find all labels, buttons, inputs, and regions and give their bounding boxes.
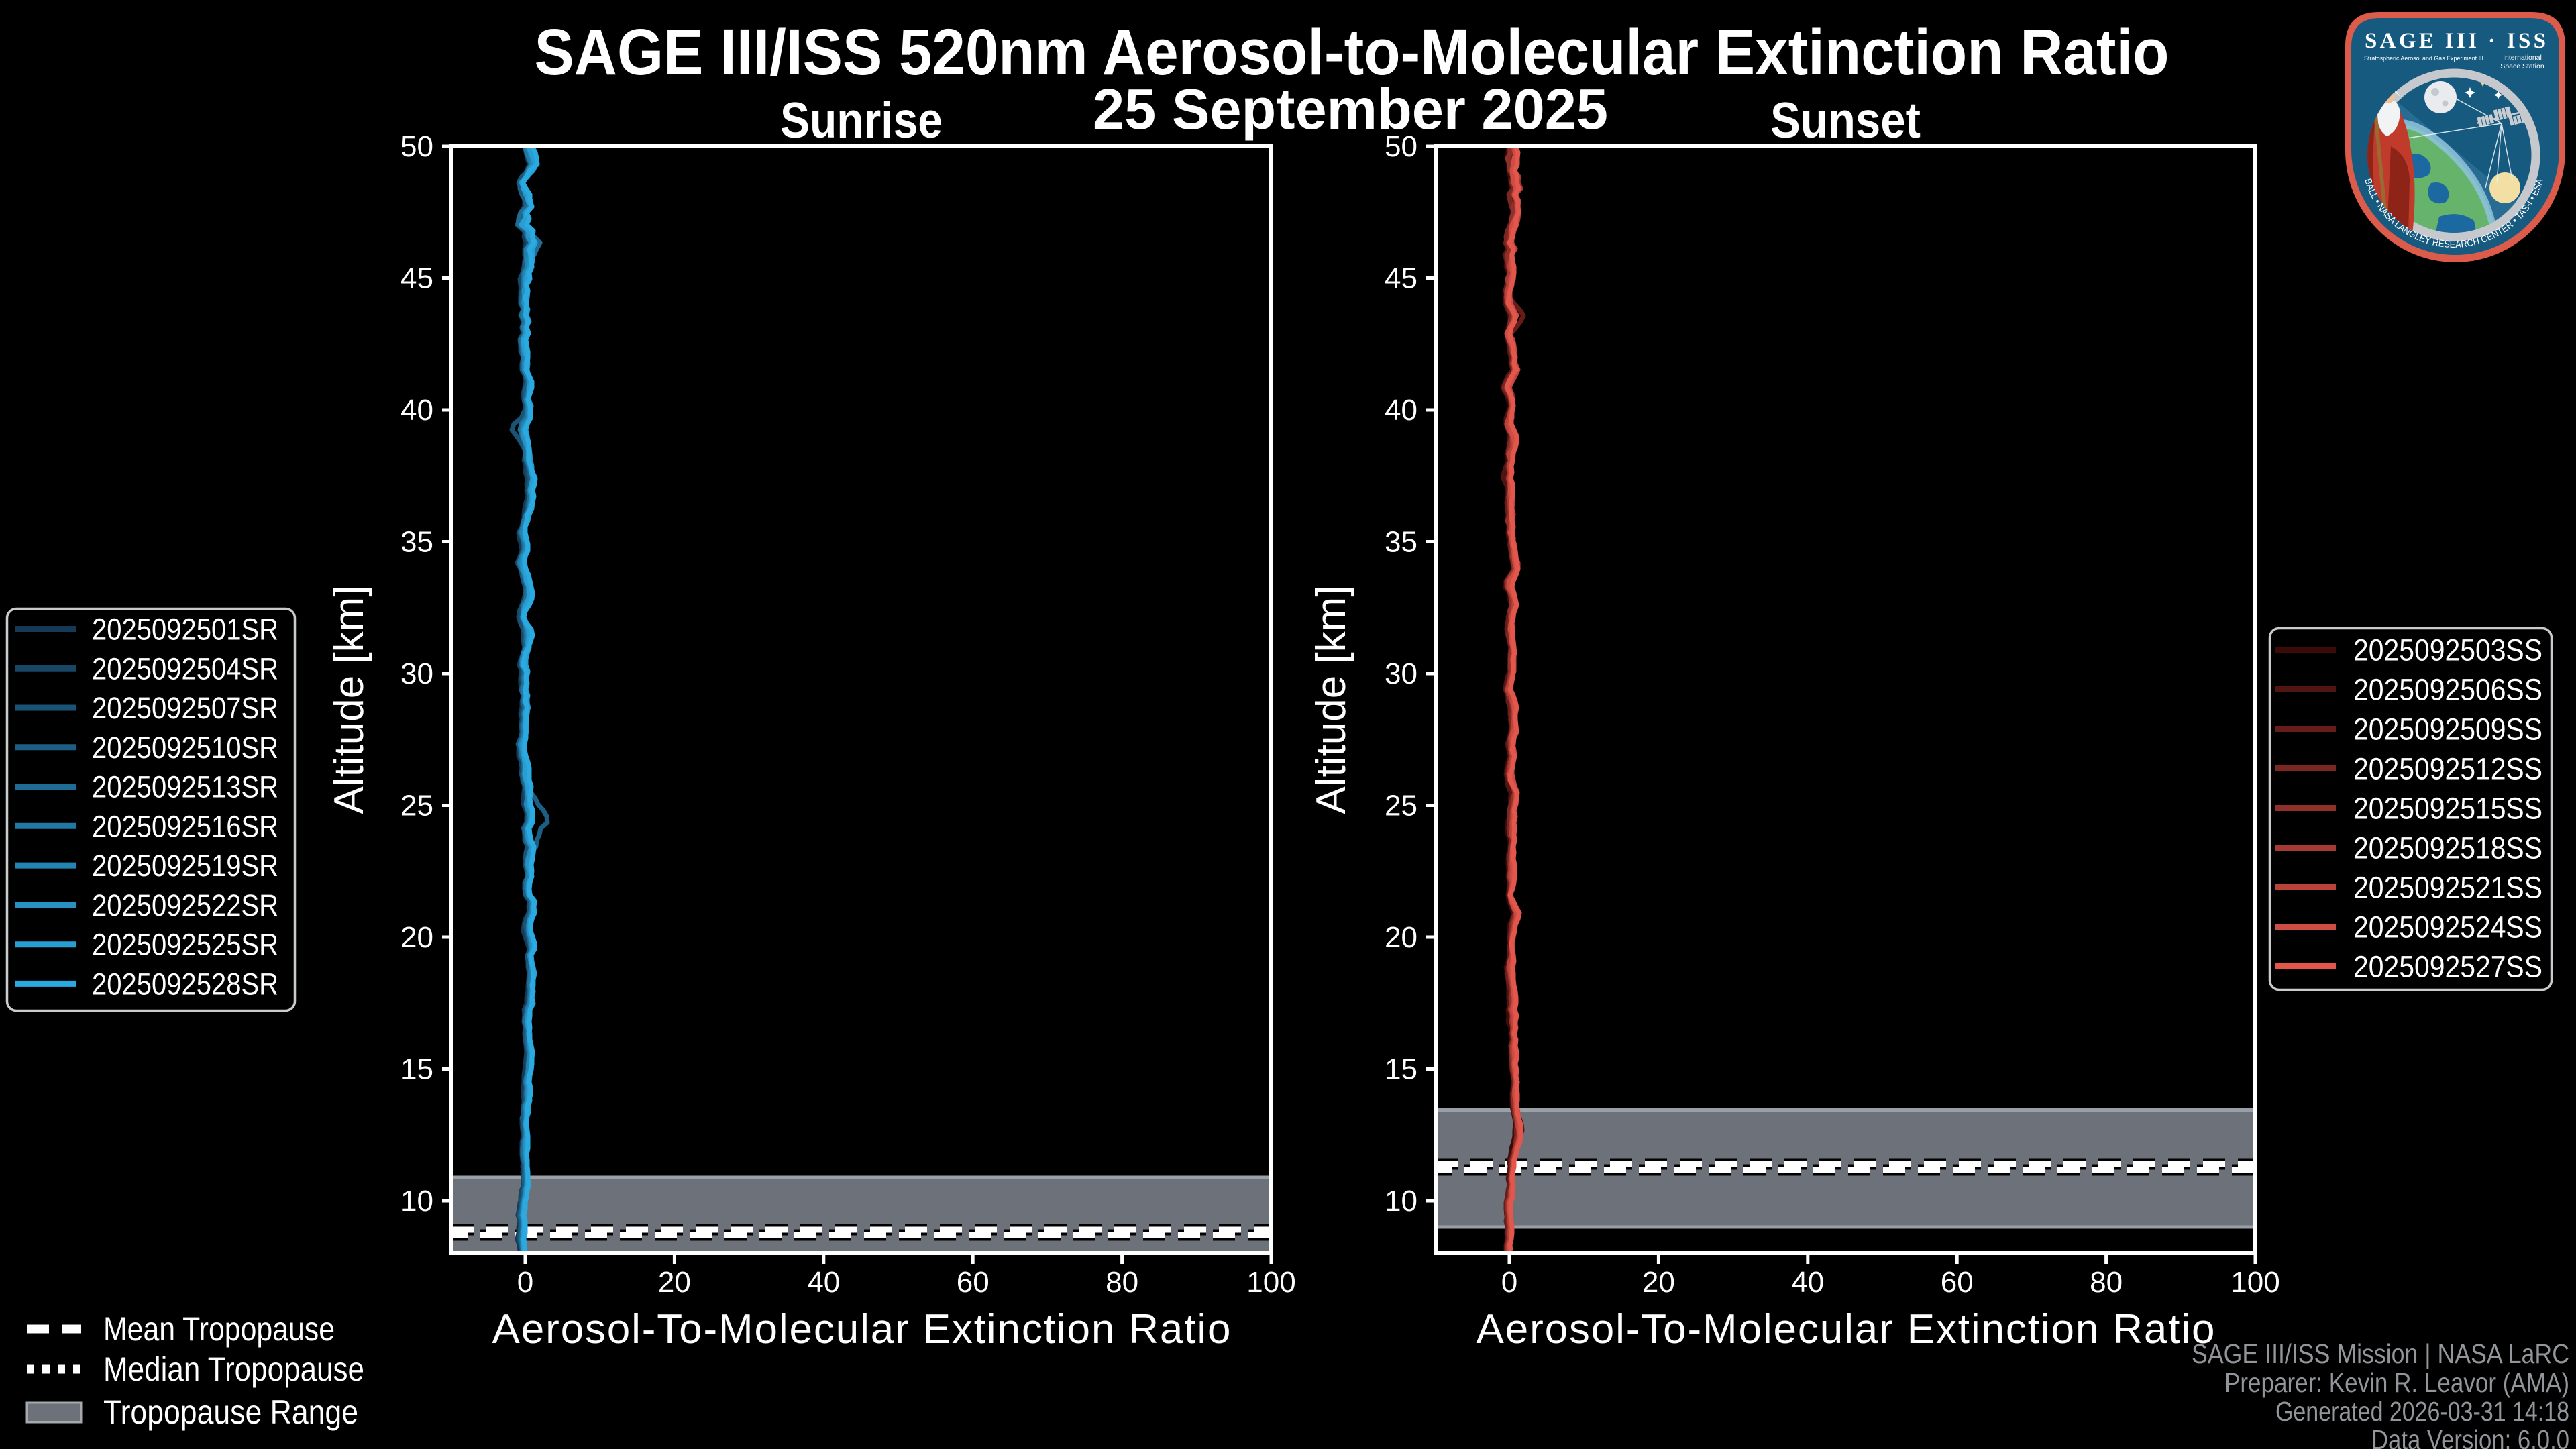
svg-text:20: 20	[1642, 1266, 1675, 1299]
svg-text:10: 10	[1385, 1185, 1417, 1218]
svg-text:Stratospheric Aerosol and Gas: Stratospheric Aerosol and Gas Experiment…	[2364, 55, 2483, 62]
svg-text:Data Version: 6.0.0: Data Version: 6.0.0	[2371, 1424, 2569, 1449]
svg-text:Space Station: Space Station	[2500, 62, 2544, 70]
svg-text:40: 40	[1791, 1266, 1824, 1299]
svg-text:2025092513SR: 2025092513SR	[92, 770, 278, 804]
svg-text:Median Tropopause: Median Tropopause	[103, 1350, 364, 1388]
svg-text:Generated 2026-03-31 14:18: Generated 2026-03-31 14:18	[2275, 1396, 2569, 1427]
svg-text:Aerosol-To-Molecular Extinctio: Aerosol-To-Molecular Extinction Ratio	[1477, 1306, 2215, 1352]
svg-text:2025092516SR: 2025092516SR	[92, 809, 278, 843]
svg-text:100: 100	[2231, 1266, 2279, 1299]
svg-text:40: 40	[1385, 394, 1417, 427]
svg-text:25 September 2025: 25 September 2025	[1093, 78, 1608, 142]
svg-text:2025092506SS: 2025092506SS	[2353, 673, 2542, 707]
svg-text:60: 60	[957, 1266, 989, 1299]
svg-text:2025092519SR: 2025092519SR	[92, 849, 278, 883]
svg-text:Sunset: Sunset	[1770, 92, 1921, 148]
svg-text:15: 15	[400, 1053, 433, 1086]
svg-text:0: 0	[517, 1266, 533, 1299]
svg-text:2025092522SR: 2025092522SR	[92, 888, 278, 922]
svg-text:2025092507SR: 2025092507SR	[92, 691, 278, 725]
svg-text:50: 50	[1385, 130, 1417, 163]
svg-text:20: 20	[1385, 921, 1417, 954]
svg-text:2025092525SR: 2025092525SR	[92, 928, 278, 962]
svg-text:80: 80	[1106, 1266, 1138, 1299]
svg-text:45: 45	[400, 262, 433, 295]
svg-text:2025092528SR: 2025092528SR	[92, 967, 278, 1001]
svg-text:35: 35	[1385, 526, 1417, 559]
svg-text:2025092521SS: 2025092521SS	[2353, 871, 2542, 905]
svg-text:Altitude [km]: Altitude [km]	[326, 585, 372, 814]
svg-text:2025092524SS: 2025092524SS	[2353, 910, 2542, 945]
svg-text:Aerosol-To-Molecular Extinctio: Aerosol-To-Molecular Extinction Ratio	[492, 1306, 1231, 1352]
svg-text:80: 80	[2090, 1266, 2123, 1299]
svg-text:2025092501SR: 2025092501SR	[92, 612, 278, 647]
svg-text:Sunrise: Sunrise	[780, 92, 943, 148]
svg-text:40: 40	[807, 1266, 840, 1299]
svg-text:2025092503SS: 2025092503SS	[2353, 633, 2542, 667]
svg-text:45: 45	[1385, 262, 1417, 295]
svg-text:2025092518SS: 2025092518SS	[2353, 831, 2542, 865]
svg-text:20: 20	[400, 921, 433, 954]
svg-text:2025092504SR: 2025092504SR	[92, 651, 278, 686]
svg-text:20: 20	[658, 1266, 691, 1299]
svg-text:30: 30	[1385, 657, 1417, 690]
svg-text:International: International	[2503, 54, 2542, 62]
svg-text:60: 60	[1941, 1266, 1974, 1299]
svg-text:Altitude [km]: Altitude [km]	[1308, 585, 1354, 814]
svg-text:30: 30	[400, 657, 433, 690]
svg-text:Mean Tropopause: Mean Tropopause	[103, 1310, 335, 1348]
svg-text:10: 10	[400, 1185, 433, 1218]
svg-text:0: 0	[1501, 1266, 1517, 1299]
svg-text:25: 25	[1385, 790, 1417, 822]
svg-text:40: 40	[400, 394, 433, 427]
svg-text:SAGE III/ISS 520nm Aerosol-to-: SAGE III/ISS 520nm Aerosol-to-Molecular …	[535, 15, 2169, 89]
svg-text:2025092515SS: 2025092515SS	[2353, 792, 2542, 826]
svg-text:25: 25	[400, 790, 433, 822]
svg-text:Tropopause Range: Tropopause Range	[103, 1393, 358, 1431]
svg-text:15: 15	[1385, 1053, 1417, 1086]
svg-text:35: 35	[400, 526, 433, 559]
svg-text:2025092510SR: 2025092510SR	[92, 731, 278, 765]
svg-text:2025092509SS: 2025092509SS	[2353, 712, 2542, 747]
svg-text:100: 100	[1246, 1266, 1295, 1299]
svg-text:2025092527SS: 2025092527SS	[2353, 950, 2542, 984]
svg-text:50: 50	[400, 130, 433, 163]
svg-text:Preparer: Kevin R. Leavor (AMA: Preparer: Kevin R. Leavor (AMA)	[2224, 1367, 2569, 1398]
svg-text:2025092512SS: 2025092512SS	[2353, 752, 2542, 786]
svg-text:SAGE III/ISS Mission | NASA La: SAGE III/ISS Mission | NASA LaRC	[2192, 1338, 2569, 1369]
